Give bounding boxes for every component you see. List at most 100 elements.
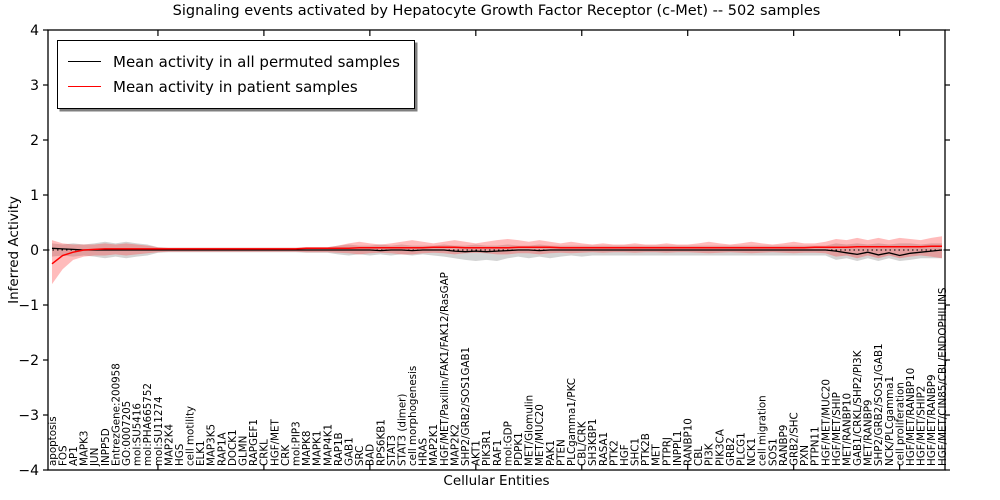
x-tick-label: FOS [57, 445, 69, 466]
legend-label-permuted: Mean activity in all permuted samples [113, 52, 400, 71]
legend-line-red-icon [68, 86, 101, 87]
x-tick-label: RPS6KB1 [375, 419, 387, 466]
y-tick-label: −1 [18, 298, 39, 314]
legend-item-permuted: Mean activity in all permuted samples [68, 49, 400, 74]
x-tick-label: MET/RANBP10 [841, 393, 853, 466]
x-tick-label: RAP1A [216, 432, 228, 466]
x-tick-label: PDPK1 [513, 432, 525, 466]
x-tick-label: mol:PIP3 [291, 421, 303, 466]
x-tick-label: MET/MUC20 [534, 404, 546, 466]
x-tick-label: SHP2/GRB2/SOS1GAB1 [460, 347, 472, 466]
x-tick-label: SRC [354, 446, 366, 466]
x-tick-label: HGF/MET/SHIP [831, 392, 843, 466]
mean-line-permuted [51, 247, 943, 257]
x-tick-label: JUN [89, 448, 101, 467]
x-tick-label: PI3K [704, 443, 716, 466]
x-tick-label: BAD [365, 444, 377, 466]
x-tick-label: SHP2/GRB2/SOS1/GAB1 [873, 343, 885, 466]
x-tick-label: MAP2K4 [163, 424, 175, 466]
x-tick-label: MAPK3 [79, 431, 91, 466]
x-tick-label: PTEN [555, 439, 567, 466]
x-tick-label: CRK [280, 445, 292, 466]
x-tick-label: HGF/MET/RANBP10 [905, 368, 917, 466]
x-tick-label: MET/RANBP9 [863, 400, 875, 466]
x-tick-label: RAP1B [333, 432, 345, 466]
x-tick-label: HGF/MET/MUC20 [820, 379, 832, 466]
x-tick-label: MAPK1 [312, 431, 324, 466]
x-tick-label: cell motility [185, 406, 197, 466]
x-tick-label: HGF/MET/RANBP9 [926, 374, 938, 466]
legend-item-patient: Mean activity in patient samples [68, 74, 400, 99]
y-tick-label: 4 [30, 23, 39, 39]
x-tick-label: HGF/MET/SHIP2 [916, 386, 928, 466]
y-tick-label: 1 [30, 188, 39, 204]
x-tick-label: MAP2K1 [428, 424, 440, 466]
x-tick-label: CRKL [259, 439, 271, 466]
x-tick-label: AKT1 [471, 440, 483, 466]
y-tick-label: −4 [18, 463, 39, 479]
x-tick-label: SOS1 [767, 438, 779, 466]
x-tick-label: RANBP9 [778, 425, 790, 466]
x-tick-label: HRAS [418, 438, 430, 466]
x-tick-label: PLCgamma1/PKC [566, 378, 578, 466]
x-tick-label: mol:PHA665752 [142, 383, 154, 466]
x-tick-label: CBL/CRK [577, 421, 589, 466]
x-tick-label: RANBP10 [683, 418, 695, 466]
legend: Mean activity in all permuted samples Me… [57, 40, 415, 109]
x-tick-label: INPPL1 [672, 431, 684, 466]
x-tick-label: STAT3 [386, 435, 398, 466]
x-tick-label: AP1 [68, 446, 80, 466]
x-tick-label: GRB2/SHC [789, 412, 801, 466]
x-tick-label: CBL [693, 446, 705, 466]
x-tick-label: PAK1 [545, 440, 557, 466]
x-tick-label: NCK1 [746, 438, 758, 466]
x-tick-label: MAP2K2 [449, 424, 461, 466]
x-tick-label: MAPK8 [301, 431, 313, 466]
x-tick-label: HGF/MET [269, 418, 281, 466]
x-tick-label: PTPN11 [810, 426, 822, 466]
y-tick-label: −3 [18, 408, 39, 424]
x-tick-label: PLCG1 [736, 432, 748, 466]
x-tick-label: mol:SU5416 [132, 403, 144, 466]
x-tick-label: HGS [174, 444, 186, 466]
y-tick-label: 3 [30, 78, 39, 94]
x-tick-label: HGF/MET/CIN85/CBL/ENDOPHILINS [937, 288, 949, 466]
x-tick-label: HGF/MET/Paxillin/FAK1/FAK12/RasGAP [439, 272, 451, 466]
x-tick-label: ELK1 [195, 440, 207, 466]
x-tick-label: cell proliferation [894, 382, 906, 466]
x-tick-label: cell morphogenesis [407, 366, 419, 466]
x-tick-label: DOCK1 [227, 429, 239, 466]
x-tick-label: SH3KBP1 [587, 419, 599, 466]
x-tick-label: MET [651, 444, 663, 466]
x-tick-label: MAP4K1 [322, 424, 334, 466]
x-tick-label: RAPGEF1 [248, 419, 260, 466]
x-tick-label: PTPRJ [661, 437, 673, 466]
x-tick-label: SHC1 [630, 438, 642, 466]
x-tick-label: MET/Glomulin [524, 395, 536, 466]
x-tick-label: INPP5D [100, 428, 112, 466]
y-tick-label: 0 [30, 243, 39, 259]
x-tick-label: mol:SU11274 [153, 397, 165, 467]
x-tick-label: GAB1 [344, 437, 356, 466]
x-tick-label: PIK3R1 [481, 430, 493, 466]
x-tick-label: PTK2 [608, 440, 620, 466]
x-tick-label: apoptosis [47, 416, 59, 466]
x-tick-label: NCK/PLCgamma1 [884, 376, 896, 466]
legend-label-patient: Mean activity in patient samples [113, 77, 358, 96]
y-tick-label: −2 [18, 353, 39, 369]
y-tick-label: 2 [30, 133, 39, 149]
x-tick-label: EntrezGene:200958 [110, 363, 122, 466]
x-tick-label: HGF [619, 444, 631, 466]
x-tick-label: PXN [799, 445, 811, 466]
x-axis-label: Cellular Entities [443, 473, 550, 489]
x-tick-label: GAB1/CRKL/SHP2/PI3K [852, 350, 864, 466]
x-tick-label: GRB2 [725, 437, 737, 466]
x-tick-label: cell migration [757, 395, 769, 466]
mean-line-patient [51, 245, 942, 265]
chart-title: Signaling events activated by Hepatocyte… [172, 3, 821, 19]
x-tick-label: PTK2B [640, 433, 652, 466]
x-tick-label: STAT3 (dimer) [396, 394, 408, 466]
x-tick-label: RAF1 [492, 440, 504, 466]
